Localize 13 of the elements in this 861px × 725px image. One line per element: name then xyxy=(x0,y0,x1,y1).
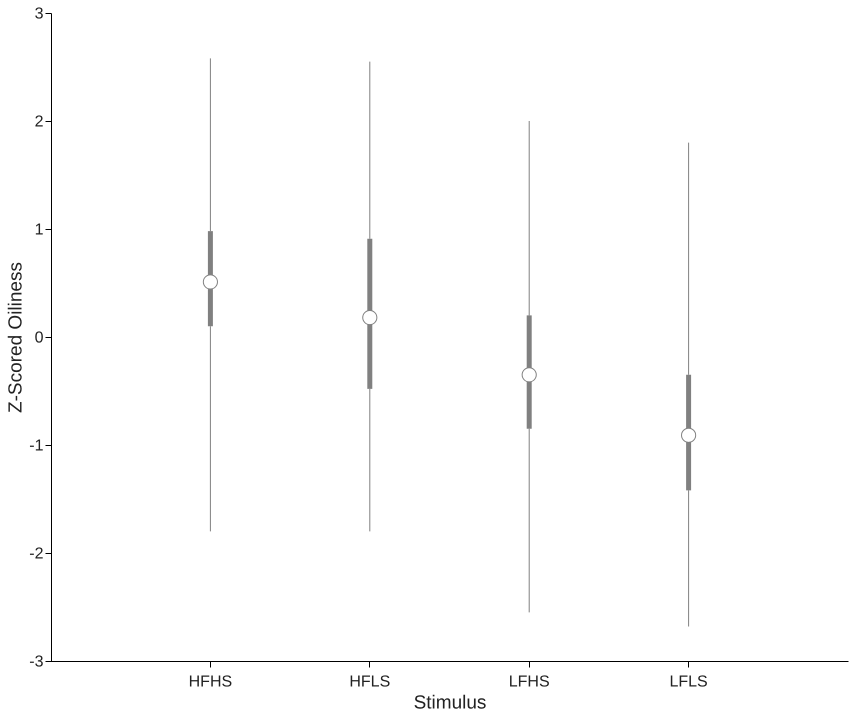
y-tick-label: -3 xyxy=(29,654,44,670)
x-axis-title: Stimulus xyxy=(414,692,486,714)
y-tick-label: -2 xyxy=(29,546,44,562)
y-tick-label: 2 xyxy=(34,114,44,130)
y-tick-label: 0 xyxy=(34,330,44,346)
x-tick-label: LFLS xyxy=(669,674,708,690)
x-tick-label: HFLS xyxy=(349,674,390,690)
y-tick-label: 1 xyxy=(34,222,44,238)
x-tick-label: HFHS xyxy=(188,674,232,690)
y-tick-label: -1 xyxy=(29,438,44,454)
y-tick-label: 3 xyxy=(34,6,44,22)
x-tick-label: LFHS xyxy=(508,674,550,690)
y-axis-title: Z-Scored Oiliness xyxy=(5,262,26,413)
